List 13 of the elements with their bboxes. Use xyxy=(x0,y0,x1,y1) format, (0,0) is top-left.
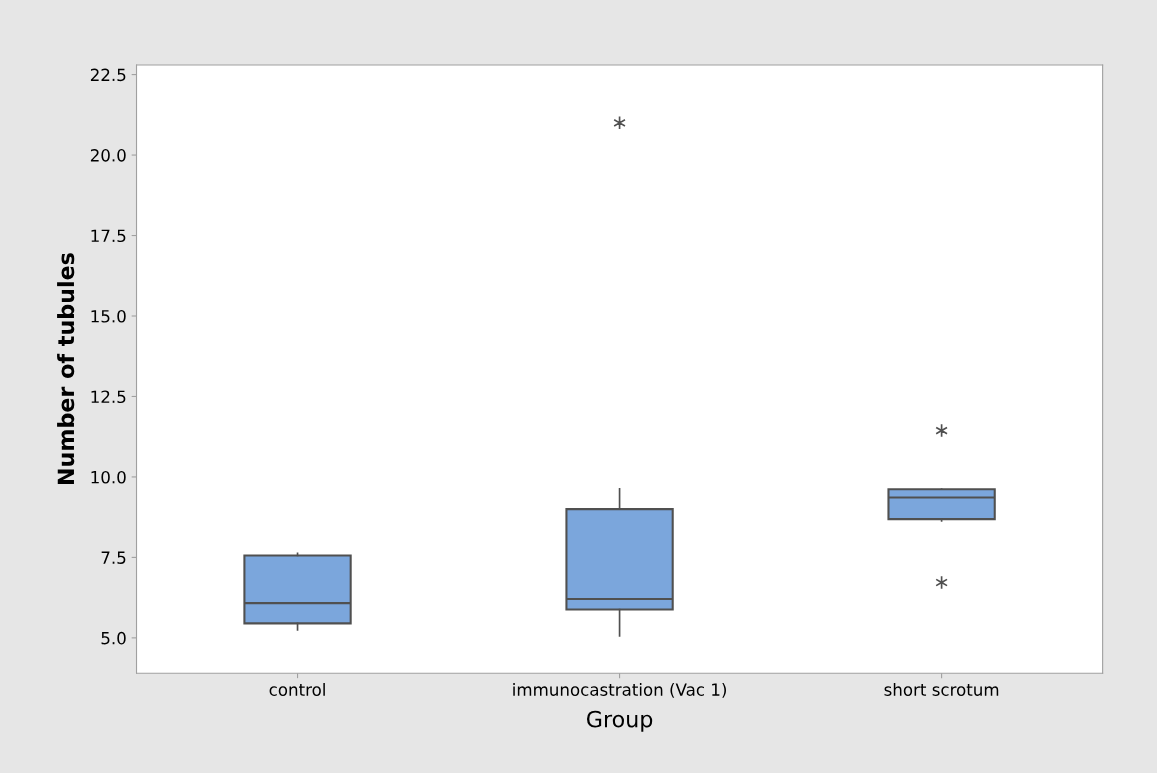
y-tick-label: 20.0 xyxy=(90,149,126,162)
x-tick-label: short scrotum xyxy=(884,683,999,696)
y-tick-label: 15.0 xyxy=(91,309,126,323)
x-tick-label: immunocastration (Vac 1) xyxy=(513,683,726,698)
y-tick-label: 12.5 xyxy=(91,390,126,404)
y-tick-label: 5.0 xyxy=(101,631,126,645)
y-tick-label: 17.5 xyxy=(91,229,126,243)
y-tick-label: 7.5 xyxy=(101,551,126,564)
x-tick-label: control xyxy=(269,683,325,696)
y-axis-title: Number of tubules xyxy=(57,253,75,485)
x-axis-title: Group xyxy=(587,710,653,732)
y-tick-label: 10.0 xyxy=(91,470,126,484)
y-tick-label: 22.5 xyxy=(90,68,126,82)
